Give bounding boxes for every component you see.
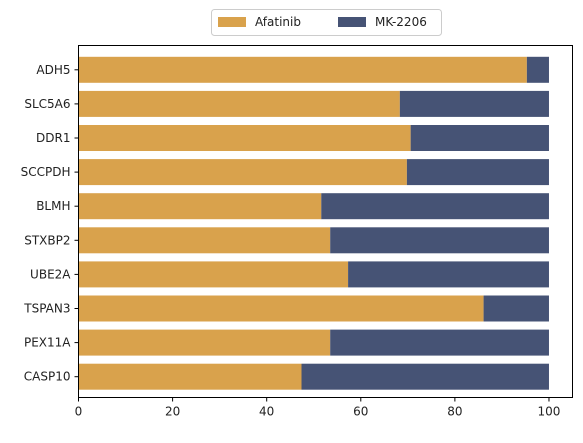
bar-afatinib-ddr1 <box>78 125 411 151</box>
x-tick-label-60: 60 <box>353 405 368 419</box>
bar-mk-2206-tspan3 <box>483 295 549 322</box>
bar-mk-2206-ddr1 <box>410 125 549 151</box>
y-tick-label-casp10: CASP10 <box>24 370 71 384</box>
bar-mk-2206-stxbp2 <box>330 227 549 254</box>
bar-afatinib-tspan3 <box>78 295 484 322</box>
bar-afatinib-blmh <box>78 193 322 220</box>
bar-afatinib-slc5a6 <box>78 90 400 117</box>
y-tick-label-pex11a: PEX11A <box>24 336 71 350</box>
legend: Afatinib MK-2206 <box>211 9 442 36</box>
x-tick-label-0: 0 <box>75 405 83 419</box>
y-tick-label-ube2a: UBE2A <box>30 267 71 281</box>
bar-afatinib-stxbp2 <box>78 227 331 254</box>
legend-label-afatinib: Afatinib <box>255 15 301 29</box>
bar-afatinib-sccpdh <box>78 159 407 186</box>
bar-mk-2206-casp10 <box>301 363 549 390</box>
bar-mk-2206-pex11a <box>330 329 549 356</box>
plot-frame <box>78 45 573 398</box>
x-axis: 0 20 40 60 80 100 <box>75 397 561 419</box>
y-tick-label-sccpdh: SCCPDH <box>21 165 71 179</box>
bar-afatinib-pex11a <box>78 329 331 356</box>
x-tick-label-80: 80 <box>447 405 462 419</box>
y-tick-label-tspan3: TSPAN3 <box>23 302 70 316</box>
y-tick-label-ddr1: DDR1 <box>36 131 70 145</box>
bar-mk-2206-ube2a <box>348 261 549 288</box>
legend-swatch-afatinib <box>218 17 246 27</box>
bar-mk-2206-adh5 <box>526 56 549 83</box>
bar-afatinib-adh5 <box>78 56 527 83</box>
bar-mk-2206-blmh <box>321 193 549 220</box>
legend-swatch-mk-2206 <box>338 17 366 27</box>
y-tick-label-blmh: BLMH <box>36 199 70 213</box>
bar-afatinib-ube2a <box>78 261 349 288</box>
x-tick-label-20: 20 <box>165 405 180 419</box>
bar-mk-2206-sccpdh <box>406 159 549 186</box>
bar-afatinib-casp10 <box>78 363 302 390</box>
bar-mk-2206-slc5a6 <box>399 90 549 117</box>
x-tick-label-100: 100 <box>538 405 561 419</box>
legend-label-mk-2206: MK-2206 <box>375 15 427 29</box>
y-tick-label-slc5a6: SLC5A6 <box>24 97 70 111</box>
y-axis: ADH5 SLC5A6 DDR1 SCCPDH BLMH STXBP2 UBE2A TSPAN… <box>21 63 79 384</box>
y-tick-label-adh5: ADH5 <box>36 63 70 77</box>
bars <box>78 56 549 390</box>
y-tick-label-stxbp2: STXBP2 <box>24 233 70 247</box>
legend-box <box>211 9 442 36</box>
x-tick-label-40: 40 <box>259 405 274 419</box>
